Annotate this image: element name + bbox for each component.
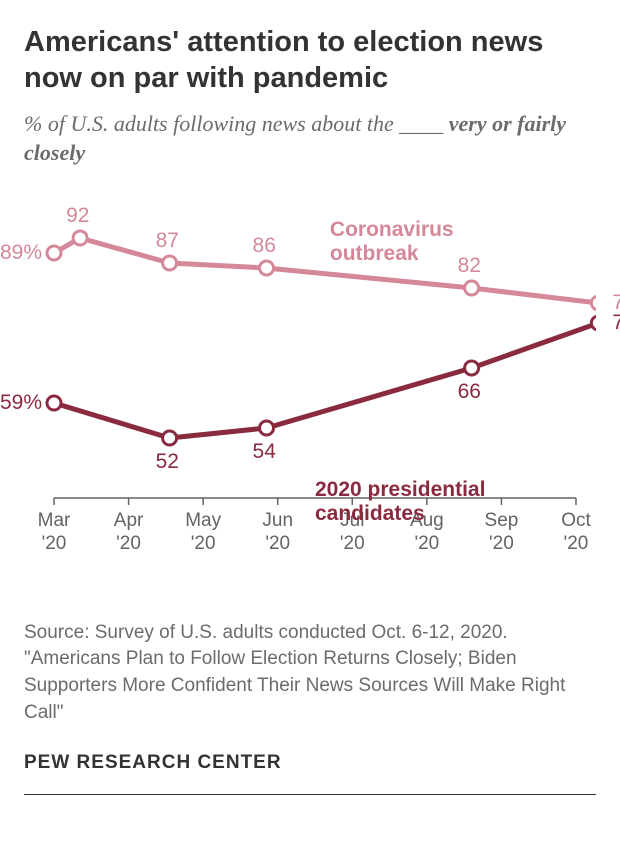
- source-line-1: Source: Survey of U.S. adults conducted …: [24, 622, 508, 643]
- bottom-rule: [24, 794, 596, 795]
- data-point-label: 89%: [0, 241, 42, 265]
- x-tick-label: May'20: [178, 510, 228, 556]
- data-point-label: 52: [156, 450, 179, 474]
- x-tick-label: Apr'20: [104, 510, 154, 556]
- data-point-label: 59%: [0, 391, 42, 415]
- series-label-coronavirus: Coronavirus outbreak: [330, 218, 540, 266]
- data-point-label: 75: [612, 311, 620, 335]
- data-point-label: 66: [458, 380, 481, 404]
- source-note: Source: Survey of U.S. adults conducted …: [24, 620, 596, 726]
- line-chart: Mar'20Apr'20May'20Jun'20Jul'20Aug'20Sep'…: [24, 178, 596, 598]
- x-tick-label: Oct'20: [551, 510, 601, 556]
- data-point-label: 86: [253, 234, 276, 258]
- chart-subtitle: % of U.S. adults following news about th…: [24, 109, 596, 168]
- x-tick-label: Mar'20: [29, 510, 79, 556]
- x-tick-label: Jun'20: [253, 510, 303, 556]
- data-point-label: 92: [66, 204, 89, 228]
- chart-title: Americans' attention to election news no…: [24, 24, 596, 97]
- data-point-label: 54: [253, 440, 276, 464]
- subtitle-prefix: % of U.S. adults following news about th…: [24, 111, 449, 136]
- series-label-candidates: 2020 presidential candidates: [315, 478, 525, 526]
- data-point-label: 87: [156, 229, 179, 253]
- source-line-2: "Americans Plan to Follow Election Retur…: [24, 648, 565, 722]
- brand-name: PEW RESEARCH CENTER: [24, 752, 596, 774]
